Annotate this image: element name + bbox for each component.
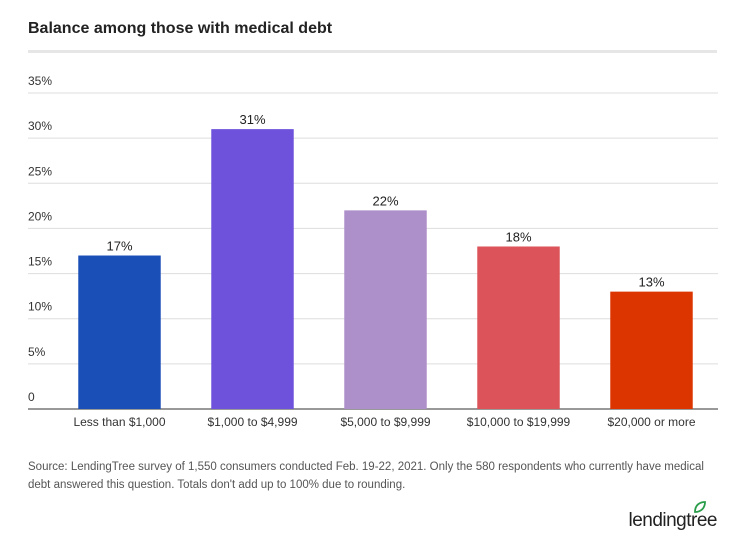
bar (211, 129, 294, 409)
logo: lendingtree (628, 510, 717, 531)
y-tick-label: 10% (28, 300, 52, 314)
y-tick-label: 15% (28, 255, 52, 269)
y-tick-label: 5% (28, 345, 46, 359)
data-label: 31% (239, 112, 265, 127)
bar (477, 246, 560, 409)
y-tick-label: 30% (28, 119, 52, 133)
chart: 0 5% 10% 15% 20% 25% 30% 35% Less than $1,000 17%… (28, 74, 718, 429)
logo-icon (694, 501, 706, 513)
source-note: Source: LendingTree survey of 1,550 cons… (28, 461, 704, 491)
x-tick-label: $10,000 to $19,999 (467, 415, 571, 429)
x-tick-label: $20,000 or more (607, 415, 695, 429)
bar (78, 255, 161, 409)
x-tick-label: Less than $1,000 (73, 415, 165, 429)
y-tick-label: 35% (28, 74, 52, 88)
bar (610, 291, 693, 409)
x-tick-label: $5,000 to $9,999 (340, 415, 430, 429)
x-tick-label: $1,000 to $4,999 (207, 415, 297, 429)
title-rule (28, 50, 717, 53)
chart-title: Balance among those with medical debt (28, 20, 333, 37)
y-tick-label: 20% (28, 209, 52, 223)
data-label: 13% (638, 275, 664, 290)
bar (344, 210, 427, 409)
data-label: 17% (106, 239, 132, 254)
y-tick-label: 25% (28, 164, 52, 178)
y-tick-label: 0 (28, 390, 35, 404)
data-label: 22% (372, 193, 398, 208)
data-label: 18% (505, 229, 531, 244)
